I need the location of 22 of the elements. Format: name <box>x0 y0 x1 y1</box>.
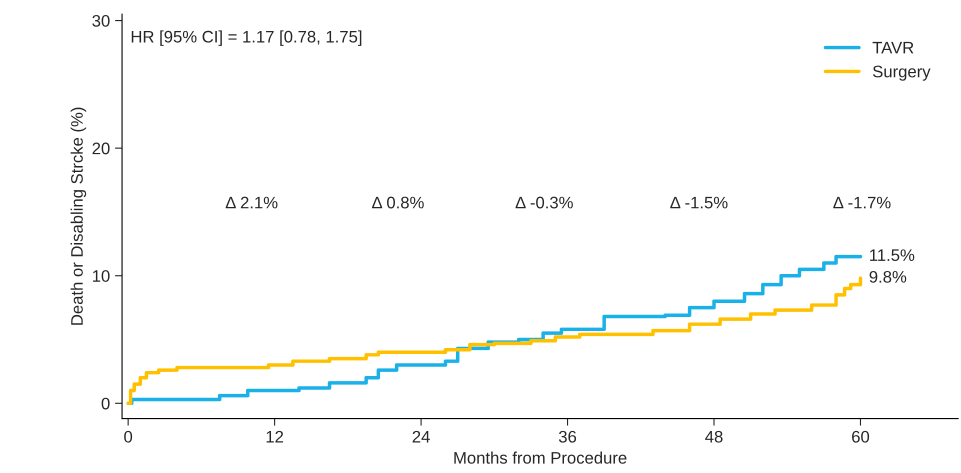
y-tick-label: 30 <box>92 14 110 27</box>
annotation: Δ -1.7% <box>833 196 891 208</box>
y-tick-label: 0 <box>102 398 110 410</box>
y-tick-label: 10 <box>92 270 110 282</box>
legend-label: Surgery <box>872 66 931 81</box>
annotation: Δ -0.3% <box>516 196 573 208</box>
annotation: Δ -1.5% <box>670 196 728 208</box>
y-axis-title: Death or Disabling Strcke (%) <box>70 108 86 325</box>
data-label: 9.8% <box>870 270 906 283</box>
annotation: Δ 2.1% <box>226 196 278 208</box>
x-tick-label: 0 <box>124 430 132 443</box>
annotation: Δ 0.8% <box>372 196 424 208</box>
x-tick-label: 12 <box>266 430 284 442</box>
x-tick-label: 60 <box>852 430 870 443</box>
x-tick-label: 24 <box>412 430 430 442</box>
legend-label: TAVR <box>872 42 914 54</box>
y-tick-label: 20 <box>92 142 110 154</box>
x-tick-label: 36 <box>558 430 576 443</box>
annotation: HR [95% CI] = 1.17 [0.78, 1.75] <box>132 30 362 46</box>
x-axis-title: Months from Procedure <box>454 452 626 464</box>
x-tick-label: 48 <box>705 430 723 443</box>
data-label: 11.5% <box>870 249 914 262</box>
